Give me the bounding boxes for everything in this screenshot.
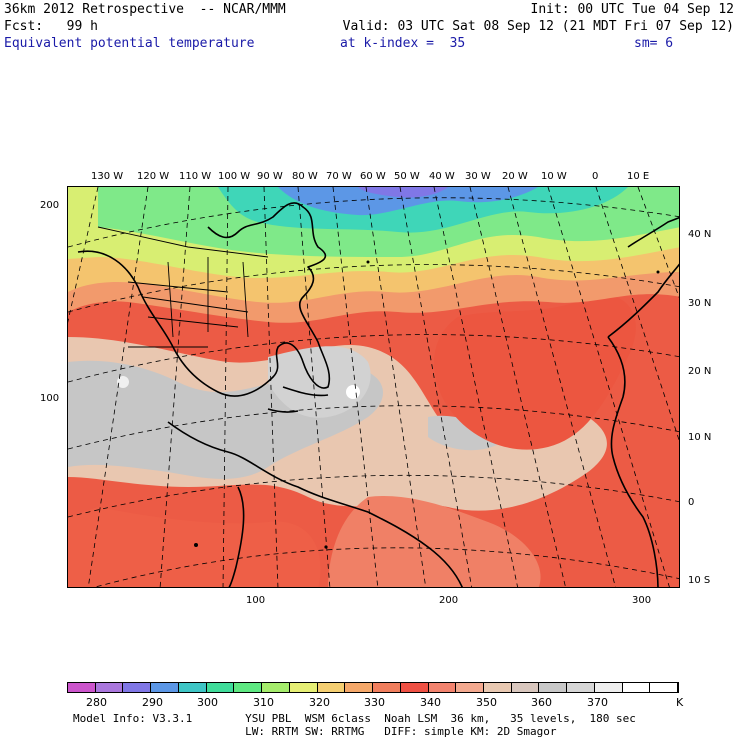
lon-label: 60 W — [360, 171, 386, 182]
smoothing-info: sm= 6 — [634, 36, 674, 51]
model-info-line2: LW: RRTM SW: RRTMG DIFF: simple KM: 2D S… — [73, 725, 557, 738]
lon-label: 70 W — [326, 171, 352, 182]
lat-label: 0 — [688, 497, 695, 508]
colorbar-swatch — [206, 683, 235, 692]
lon-label: 20 W — [502, 171, 528, 182]
lon-label: 50 W — [394, 171, 420, 182]
title-left: 36km 2012 Retrospective -- NCAR/MMM — [4, 2, 286, 17]
level-info: at k-index = 35 — [340, 36, 466, 51]
grid-x-label: 200 — [439, 595, 459, 606]
lat-label: 20 N — [688, 366, 712, 377]
lat-label: 10 N — [688, 432, 712, 443]
lon-label: 0 — [592, 171, 599, 182]
colorbar-swatch — [289, 683, 318, 692]
colorbar-label: 330 — [364, 696, 385, 709]
forecast-hour: Fcst: 99 h — [4, 19, 98, 34]
colorbar-swatch — [373, 683, 401, 692]
colorbar-swatch — [68, 683, 96, 692]
valid-time: Valid: 03 UTC Sat 08 Sep 12 (21 MDT Fri … — [342, 19, 734, 34]
lon-label: 130 W — [91, 171, 124, 182]
colorbar-swatch — [511, 683, 540, 692]
colorbar-label: 300 — [197, 696, 218, 709]
colorbar-swatch — [317, 683, 346, 692]
colorbar-swatch — [123, 683, 152, 692]
lon-label: 100 W — [218, 171, 251, 182]
init-time: Init: 00 UTC Tue 04 Sep 12 — [530, 2, 735, 17]
colorbar-swatch — [594, 683, 623, 692]
lon-label: 30 W — [465, 171, 491, 182]
colorbar-swatch — [262, 683, 290, 692]
colorbar-swatch — [151, 683, 179, 692]
lat-label: 40 N — [688, 229, 712, 240]
lon-label: 110 W — [179, 171, 212, 182]
colorbar-swatch — [567, 683, 595, 692]
colorbar-label: 340 — [420, 696, 441, 709]
map-canvas — [68, 187, 679, 587]
colorbar-label: 350 — [476, 696, 497, 709]
field-name: Equivalent potential temperature — [4, 36, 255, 51]
colorbar-swatch — [484, 683, 512, 692]
lon-label: 120 W — [137, 171, 170, 182]
colorbar-swatch — [622, 683, 651, 692]
colorbar-swatch — [650, 683, 679, 692]
lon-label: 80 W — [292, 171, 318, 182]
colorbar-label: 280 — [86, 696, 107, 709]
lon-label: 90 W — [257, 171, 283, 182]
colorbar-swatch — [178, 683, 207, 692]
lat-label: 10 S — [688, 575, 711, 586]
lat-label: 30 N — [688, 298, 712, 309]
colorbar-swatch — [234, 683, 263, 692]
colorbar-swatch — [95, 683, 124, 692]
colorbar-label: 370 — [587, 696, 608, 709]
colorbar-unit: K — [676, 696, 684, 709]
colorbar — [67, 682, 679, 693]
colorbar-label: 310 — [253, 696, 274, 709]
colorbar-swatch — [456, 683, 485, 692]
grid-x-label: 100 — [246, 595, 266, 606]
theta-e-map — [67, 186, 680, 588]
colorbar-swatch — [400, 683, 429, 692]
grid-y-label: 100 — [40, 393, 60, 404]
grid-x-label: 300 — [632, 595, 652, 606]
lon-label: 40 W — [429, 171, 455, 182]
colorbar-label: 320 — [309, 696, 330, 709]
colorbar-label: 360 — [531, 696, 552, 709]
colorbar-label: 290 — [142, 696, 163, 709]
colorbar-swatch — [345, 683, 374, 692]
grid-y-label: 200 — [40, 200, 60, 211]
lon-label: 10 E — [627, 171, 650, 182]
lon-label: 10 W — [541, 171, 567, 182]
model-info-line1: Model Info: V3.3.1 YSU PBL WSM 6class No… — [73, 712, 636, 725]
colorbar-swatch — [539, 683, 568, 692]
colorbar-swatch — [428, 683, 457, 692]
